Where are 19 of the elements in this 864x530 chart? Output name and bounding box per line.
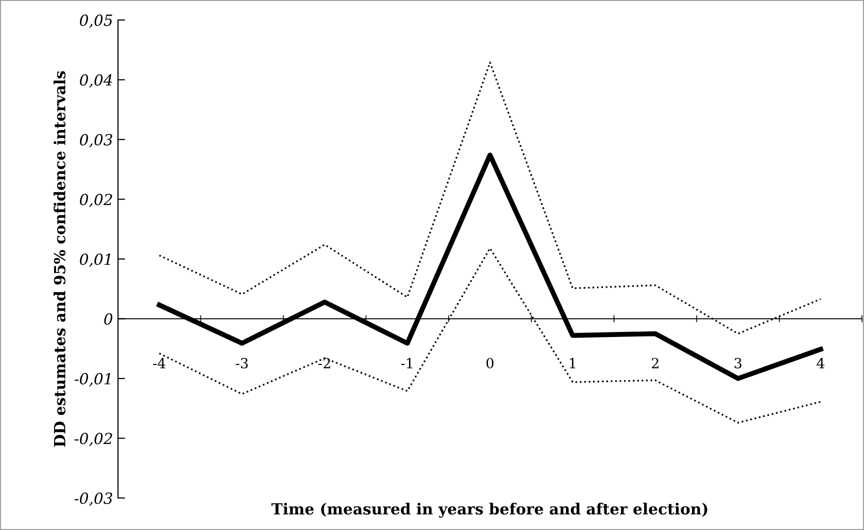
y-axis-title: DD estumates and 95% confidence intervals (54, 71, 66, 447)
x-tick-label: -3 (236, 358, 248, 368)
y-tick-label: -0,01 (74, 372, 110, 386)
y-tick-label: 0,04 (80, 74, 112, 88)
x-tick-label: -1 (401, 358, 412, 368)
y-tick-label: 0,05 (80, 14, 112, 28)
y-tick-label: 0,02 (80, 194, 112, 208)
y-tick-label: -0,03 (74, 492, 112, 506)
y-tick-label: 0 (104, 313, 112, 325)
x-tick-label: 0 (486, 358, 494, 368)
x-tick-label: 1 (570, 358, 576, 368)
x-tick-label: 4 (816, 358, 824, 368)
y-tick-label: 0,01 (80, 253, 110, 267)
y-tick-label: -0,02 (74, 432, 112, 446)
x-tick-label: 3 (734, 358, 742, 368)
x-tick-label: 2 (652, 358, 658, 368)
x-axis-title: Time (measured in years before and after election) (271, 502, 708, 518)
x-tick-label: -4 (153, 358, 166, 368)
y-tick-label: 0,03 (80, 134, 112, 148)
